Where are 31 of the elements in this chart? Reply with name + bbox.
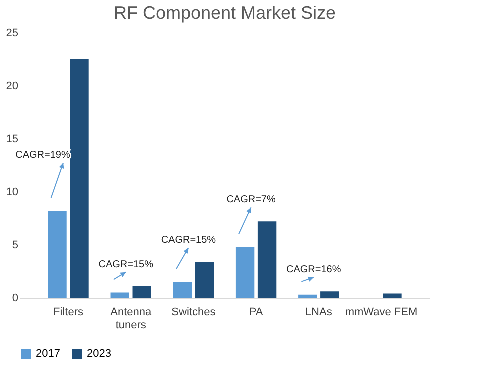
annotation: CAGR=7%: [226, 194, 276, 206]
chart-title: RF Component Market Size: [114, 3, 336, 23]
annotation: CAGR=19%: [16, 150, 70, 162]
x-tick-label: mmWave FEM: [345, 306, 418, 318]
y-tick-label: 20: [6, 80, 18, 92]
bar: [48, 211, 67, 298]
y-tick-label: 15: [6, 134, 18, 146]
annotation: CAGR=15%: [98, 259, 154, 270]
y-tick-label: 5: [12, 240, 18, 252]
x-tick-label: Filters: [54, 306, 84, 318]
bar: [132, 286, 152, 298]
bar: [236, 247, 255, 298]
x-tick-label: Antenna tuners: [110, 306, 152, 332]
bar: [195, 262, 214, 298]
y-tick-label: 0: [12, 292, 18, 304]
x-tick-label: LNAs: [305, 306, 333, 318]
x-tick-label: Switches: [172, 306, 216, 318]
bar: [173, 282, 192, 298]
bar: [383, 294, 402, 298]
legend-label: 2023: [87, 348, 112, 360]
bar: [320, 292, 340, 298]
annotation: CAGR=16%: [286, 264, 342, 276]
bar: [258, 222, 277, 298]
y-tick-label: 10: [6, 186, 18, 198]
bar: [298, 294, 318, 298]
y-tick-label: 25: [6, 28, 18, 40]
bar: [110, 292, 130, 298]
legend-label: 2017: [36, 348, 60, 360]
bar: [70, 60, 89, 298]
annotation: CAGR=15%: [161, 234, 216, 246]
x-tick-label: PA: [249, 306, 264, 318]
